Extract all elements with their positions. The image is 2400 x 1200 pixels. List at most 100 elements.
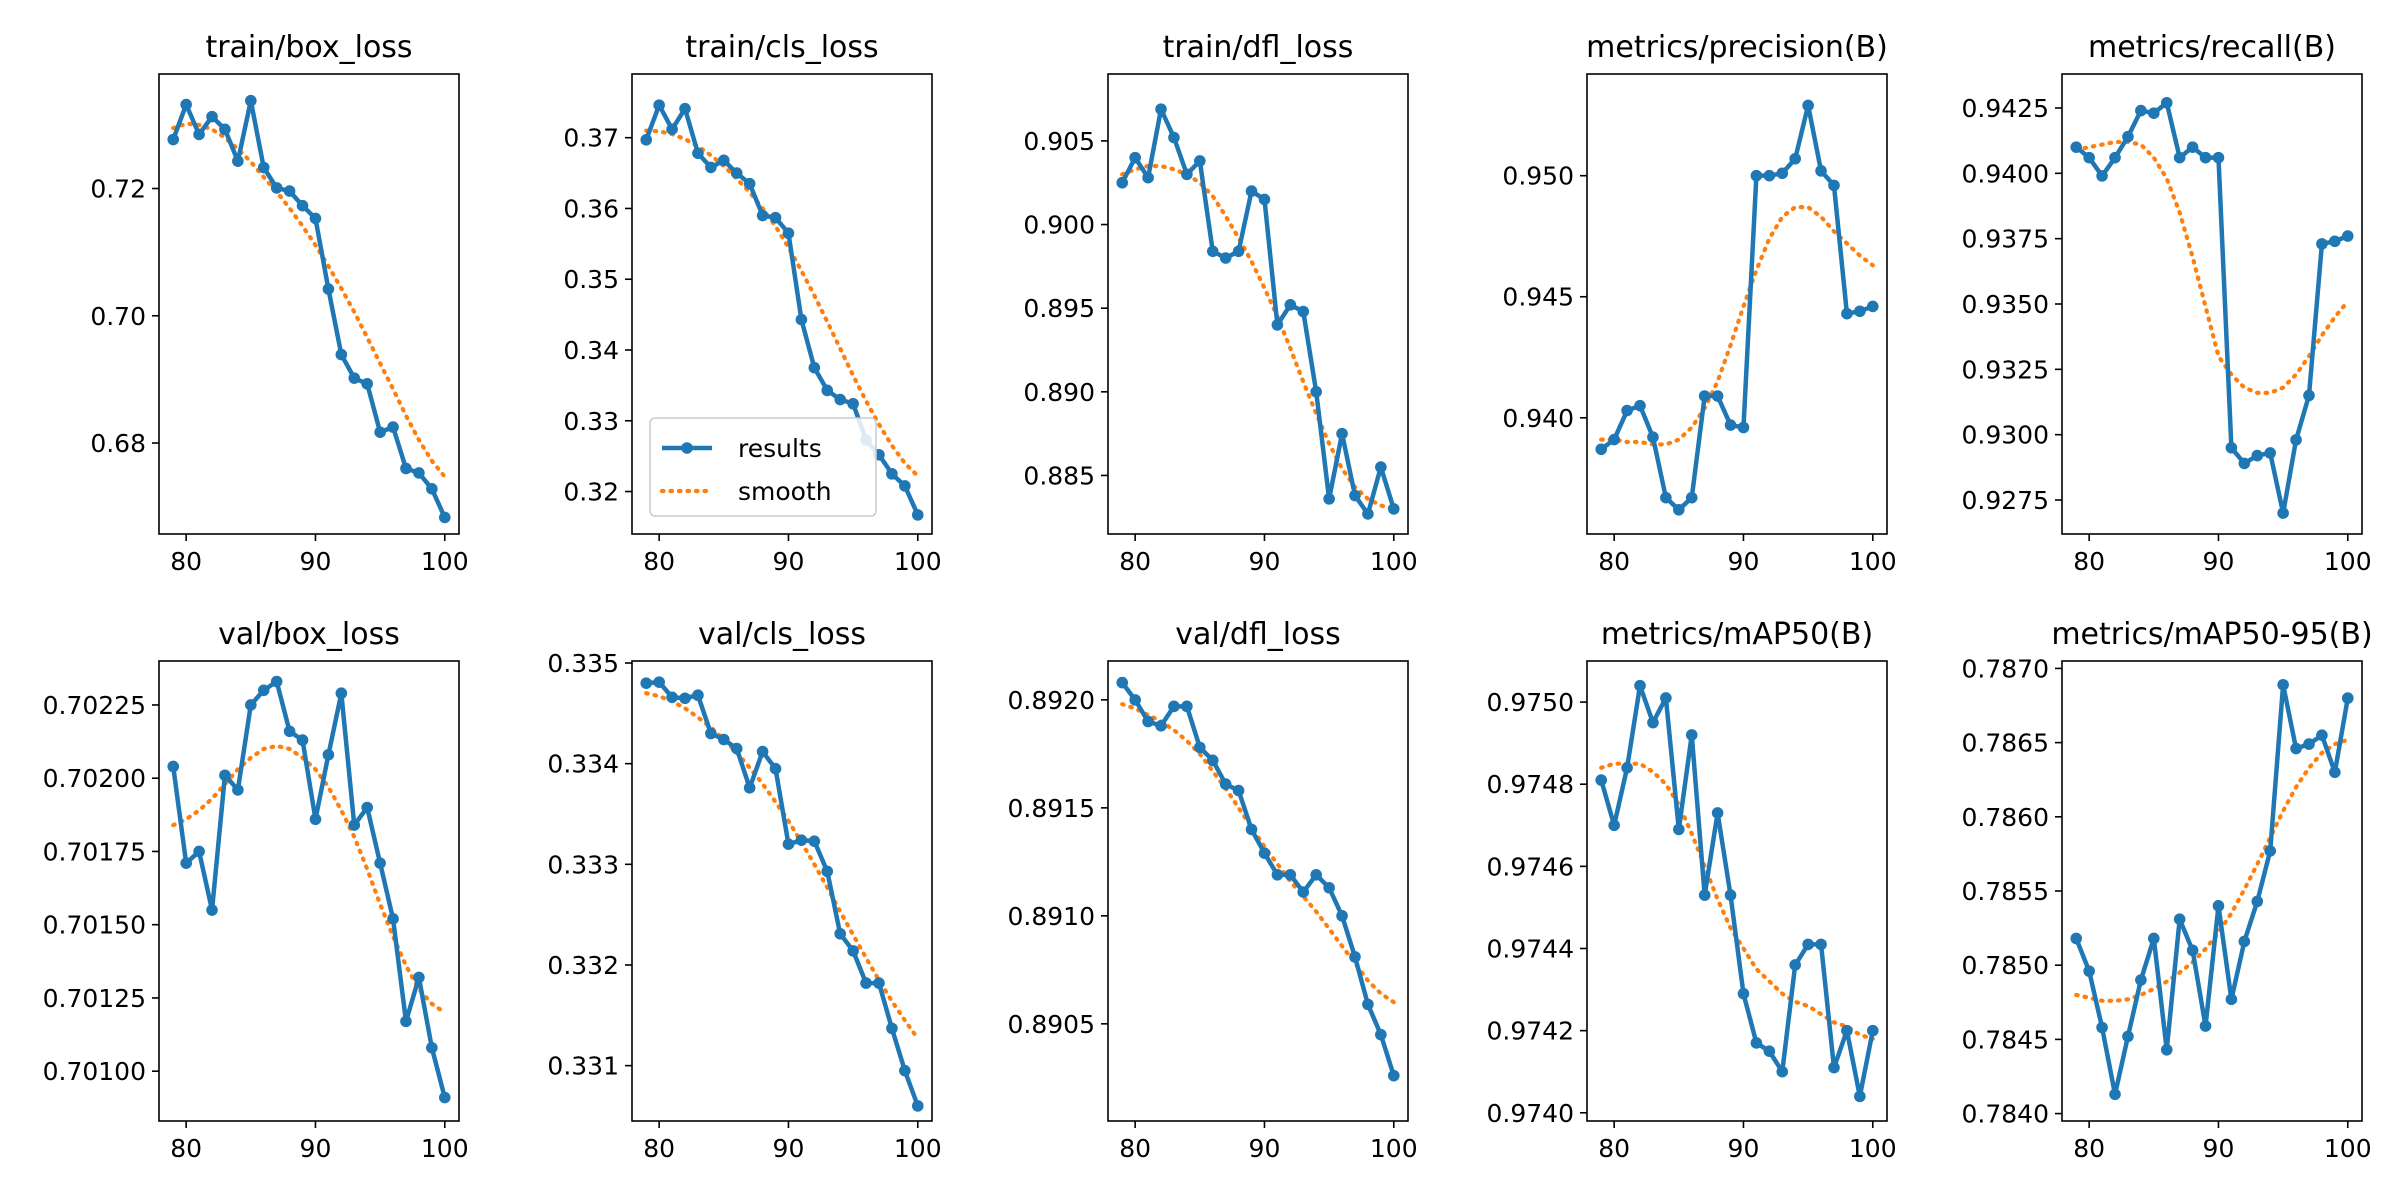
data-point-results	[270, 182, 283, 194]
data-point-results	[1194, 741, 1206, 754]
data-point-results	[283, 725, 296, 738]
data-point-results	[413, 467, 425, 479]
data-point-results	[1129, 694, 1141, 706]
data-point-results	[743, 177, 756, 190]
data-point-results	[705, 161, 717, 174]
data-point-results	[743, 782, 756, 794]
data-point-results	[1711, 390, 1724, 402]
data-point-results	[821, 384, 834, 397]
data-point-results	[296, 199, 309, 212]
data-point-results	[1866, 1024, 1879, 1037]
data-point-results	[2096, 1021, 2108, 1034]
x-tick-label: 80	[1598, 547, 1630, 576]
data-point-results	[1323, 493, 1335, 505]
x-tick-label: 90	[773, 547, 805, 576]
axes-frame	[631, 660, 933, 1122]
data-point-results	[1660, 692, 1672, 704]
data-point-results	[795, 313, 808, 326]
data-point-results	[2122, 1030, 2134, 1043]
x-tick-label: 90	[2203, 547, 2235, 576]
x-tick-label: 90	[2203, 1134, 2235, 1163]
data-point-results	[1387, 503, 1400, 515]
data-point-results	[1841, 1024, 1853, 1037]
data-point-results	[886, 468, 898, 480]
data-point-results	[2251, 895, 2264, 908]
data-point-results	[808, 835, 821, 847]
data-point-results	[1634, 399, 1646, 412]
data-point-results	[653, 99, 665, 111]
data-point-results	[679, 102, 691, 115]
series-line-results	[2074, 682, 2350, 1097]
data-point-results	[1310, 869, 1322, 881]
data-point-results	[322, 283, 335, 295]
x-tick-label: 100	[421, 1134, 469, 1163]
y-tick-label: 0.70	[90, 302, 146, 331]
x-tick-label: 90	[1728, 547, 1760, 576]
y-tick-label: 0.7865	[1962, 729, 2049, 758]
data-point-results	[899, 480, 911, 492]
data-point-results	[2199, 1020, 2212, 1032]
data-point-results	[860, 977, 872, 989]
data-point-results	[1634, 679, 1646, 692]
data-point-results	[257, 684, 270, 697]
y-tick-label: 0.9375	[1962, 225, 2049, 254]
data-point-results	[2264, 845, 2276, 857]
y-tick-label: 0.940	[1502, 404, 1574, 433]
data-point-results	[2109, 1088, 2121, 1101]
series-line-results	[646, 679, 920, 1107]
data-point-results	[1336, 910, 1348, 922]
data-point-results	[1323, 881, 1335, 894]
x-tick-label: 100	[2324, 1134, 2372, 1163]
data-point-results	[2122, 130, 2134, 143]
x-tick-label: 80	[643, 1134, 675, 1163]
x-tick-label: 90	[1728, 1134, 1760, 1163]
data-point-results	[309, 212, 322, 225]
y-tick-label: 0.9748	[1487, 770, 1574, 799]
y-tick-label: 0.8915	[1008, 794, 1095, 823]
data-point-results	[206, 110, 218, 123]
data-point-results	[2329, 766, 2341, 779]
series-line-results	[1599, 103, 1874, 513]
data-point-results	[705, 727, 717, 740]
data-point-results	[666, 691, 678, 704]
series-line-smooth	[1599, 761, 1875, 1041]
series-line-results	[1120, 681, 1396, 1077]
data-point-results	[193, 845, 205, 858]
x-tick-label: 80	[1119, 1134, 1151, 1163]
data-point-results	[1375, 461, 1387, 473]
y-tick-label: 0.70125	[43, 984, 146, 1013]
data-point-results	[232, 155, 244, 167]
axes-frame	[1586, 660, 1888, 1122]
data-point-results	[2186, 944, 2199, 957]
x-tick-label: 90	[773, 1134, 805, 1163]
data-point-results	[348, 819, 361, 831]
data-point-results	[1168, 700, 1180, 713]
data-point-results	[1854, 305, 1866, 318]
y-tick-label: 0.34	[563, 336, 619, 365]
data-point-results	[1685, 491, 1698, 504]
data-point-results	[1698, 390, 1711, 402]
y-tick-label: 0.70200	[43, 764, 146, 793]
data-point-results	[782, 838, 795, 850]
x-tick-label: 100	[421, 547, 469, 576]
data-point-results	[2316, 238, 2328, 250]
data-point-results	[1336, 427, 1348, 440]
data-point-results	[1206, 754, 1219, 767]
y-tick-label: 0.895	[1023, 294, 1095, 323]
data-point-results	[847, 397, 859, 410]
data-point-results	[1181, 700, 1193, 713]
y-tick-label: 0.72	[90, 175, 146, 204]
y-tick-label: 0.33	[563, 407, 619, 436]
y-tick-label: 0.335	[547, 649, 619, 678]
data-point-results	[2277, 507, 2289, 519]
x-tick-label: 90	[1249, 547, 1281, 576]
data-point-results	[387, 913, 399, 925]
y-tick-label: 0.9744	[1487, 935, 1574, 964]
data-point-results	[2341, 692, 2354, 704]
legend-marker-results	[681, 442, 693, 454]
data-point-results	[1815, 938, 1827, 951]
subplot-1: train/box_loss 80 90 100 0.68 0.70 0.72	[90, 30, 468, 576]
data-point-results	[2277, 678, 2289, 691]
data-point-results	[2290, 434, 2302, 446]
